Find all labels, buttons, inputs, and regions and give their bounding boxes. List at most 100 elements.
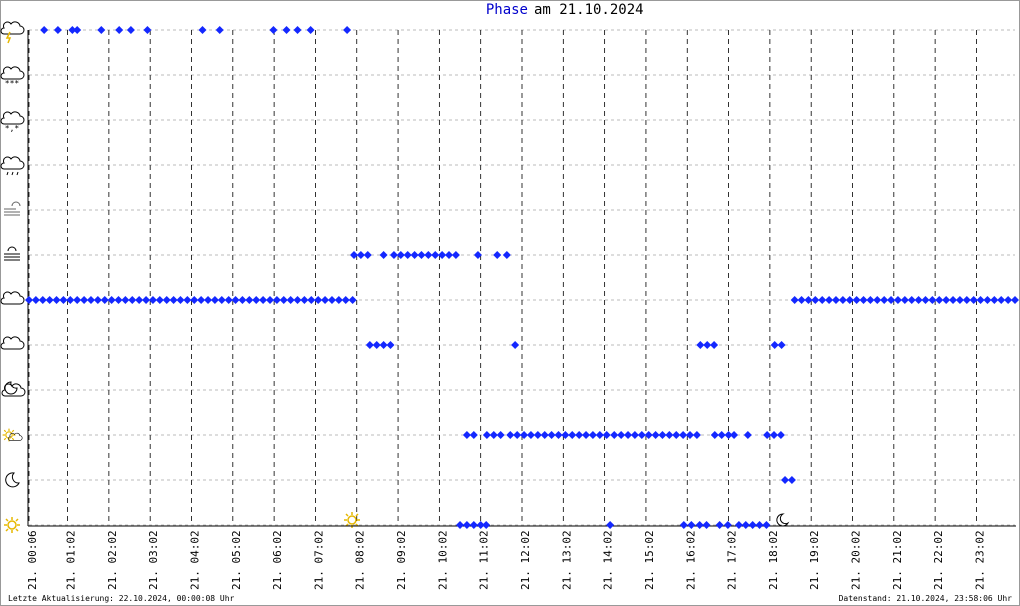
- point: [962, 296, 971, 304]
- point: [787, 476, 796, 484]
- x-tick-label: 21. 11:02: [478, 530, 491, 590]
- point: [921, 296, 930, 304]
- point: [776, 431, 785, 439]
- x-tick-label: 21. 08:02: [354, 530, 367, 590]
- point: [93, 296, 102, 304]
- point: [969, 296, 978, 304]
- point: [396, 251, 405, 259]
- point: [624, 431, 633, 439]
- x-tick-label: 21. 13:02: [560, 530, 573, 590]
- point: [644, 431, 653, 439]
- point: [128, 296, 137, 304]
- point: [610, 431, 619, 439]
- x-tick-label: 21. 06:02: [271, 530, 284, 590]
- point: [866, 296, 875, 304]
- point: [606, 521, 615, 529]
- point: [238, 296, 247, 304]
- point: [717, 431, 726, 439]
- point: [672, 431, 681, 439]
- point: [410, 251, 419, 259]
- point: [880, 296, 889, 304]
- point: [204, 296, 213, 304]
- point: [417, 251, 426, 259]
- point: [473, 251, 482, 259]
- x-tick-label: 21. 10:02: [436, 530, 449, 590]
- point: [990, 296, 999, 304]
- x-tick-label: 21. 12:02: [519, 530, 532, 590]
- point: [389, 251, 398, 259]
- x-tick-label: 21. 00:06: [26, 530, 39, 590]
- point: [379, 251, 388, 259]
- point: [424, 251, 433, 259]
- point: [97, 26, 106, 34]
- point: [762, 521, 771, 529]
- point: [31, 296, 40, 304]
- x-tick-label: 21. 01:02: [65, 530, 78, 590]
- point: [59, 296, 68, 304]
- footer-updated: Letzte Aktualisierung: 22.10.2024, 00:00…: [8, 594, 235, 603]
- point: [859, 296, 868, 304]
- y-icons: *,* ***: [0, 21, 26, 534]
- point: [38, 296, 47, 304]
- point: [462, 521, 471, 529]
- point: [665, 431, 674, 439]
- point: [169, 296, 178, 304]
- point: [506, 431, 515, 439]
- point: [502, 251, 511, 259]
- x-tick-label: 21. 16:02: [684, 530, 697, 590]
- point: [724, 431, 733, 439]
- point: [651, 431, 660, 439]
- icon-haze: [4, 201, 21, 216]
- point: [838, 296, 847, 304]
- point: [496, 431, 505, 439]
- point: [372, 341, 381, 349]
- point: [341, 296, 350, 304]
- point: [198, 26, 207, 34]
- icon-rain: [0, 156, 25, 176]
- svg-text:***: ***: [5, 79, 20, 88]
- x-tick-label: 21. 14:02: [602, 530, 615, 590]
- x-tick-label: 21. 20:02: [850, 530, 863, 590]
- point: [692, 431, 701, 439]
- point: [451, 251, 460, 259]
- x-tick-label: 21. 17:02: [726, 530, 739, 590]
- point: [142, 296, 151, 304]
- point: [679, 521, 688, 529]
- point: [723, 521, 732, 529]
- point: [190, 296, 199, 304]
- point: [279, 296, 288, 304]
- point: [68, 26, 77, 34]
- point: [252, 296, 261, 304]
- point: [630, 431, 639, 439]
- point: [314, 296, 323, 304]
- point: [790, 296, 799, 304]
- point: [658, 431, 667, 439]
- grid: [28, 29, 1015, 526]
- point: [755, 521, 764, 529]
- point: [489, 431, 498, 439]
- point: [942, 296, 951, 304]
- point: [983, 296, 992, 304]
- point: [976, 296, 985, 304]
- point: [183, 296, 192, 304]
- point: [741, 521, 750, 529]
- point: [763, 431, 772, 439]
- chart-title-series: Phase: [486, 2, 528, 18]
- point: [777, 341, 786, 349]
- point: [306, 26, 315, 34]
- point: [73, 296, 82, 304]
- point: [215, 26, 224, 34]
- x-tick-label: 21. 18:02: [767, 530, 780, 590]
- point: [893, 296, 902, 304]
- point: [438, 251, 447, 259]
- point: [349, 251, 358, 259]
- point: [386, 341, 395, 349]
- point: [53, 26, 62, 34]
- svg-text:*,*: *,*: [5, 124, 20, 133]
- point: [197, 296, 206, 304]
- point: [797, 296, 806, 304]
- point: [617, 431, 626, 439]
- point: [107, 296, 116, 304]
- point: [217, 296, 226, 304]
- x-tick-label: 21. 15:02: [643, 530, 656, 590]
